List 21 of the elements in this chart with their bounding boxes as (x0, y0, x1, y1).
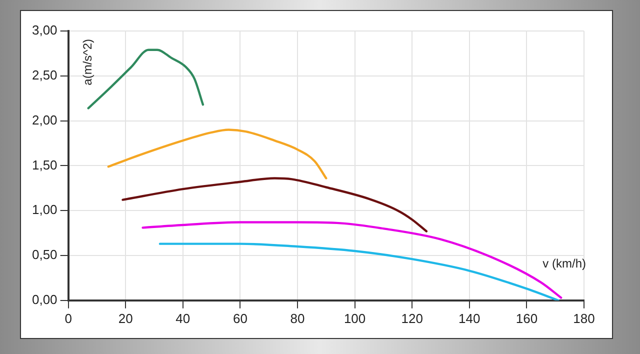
y-tick-label: 0,50 (32, 247, 58, 262)
x-tick-label: 60 (232, 310, 248, 326)
y-tick-label: 2,00 (32, 112, 58, 128)
x-tick-label: 20 (118, 310, 133, 326)
y-tick-label: 0,00 (32, 292, 58, 307)
line-series (107, 128, 328, 180)
y-tick-label: 1,00 (32, 202, 58, 218)
x-tick-label: 160 (516, 310, 538, 326)
x-tick-label: 40 (176, 310, 190, 326)
x-tick-label: 120 (401, 310, 423, 326)
y-tick-label: 3,00 (32, 22, 58, 38)
y-tick-label: 2,50 (32, 67, 58, 82)
x-tick-label: 80 (290, 310, 305, 326)
x-tick-label: 180 (573, 310, 595, 326)
line-series (122, 177, 428, 232)
x-tick-label: 100 (344, 310, 366, 326)
y-tick-label: 1,50 (32, 157, 58, 172)
x-tick-label: 140 (458, 310, 480, 326)
x-tick-label: 0 (64, 310, 72, 326)
y-axis-title: a(m/s^2) (80, 39, 95, 86)
x-axis-title: v (km/h) (542, 256, 586, 271)
